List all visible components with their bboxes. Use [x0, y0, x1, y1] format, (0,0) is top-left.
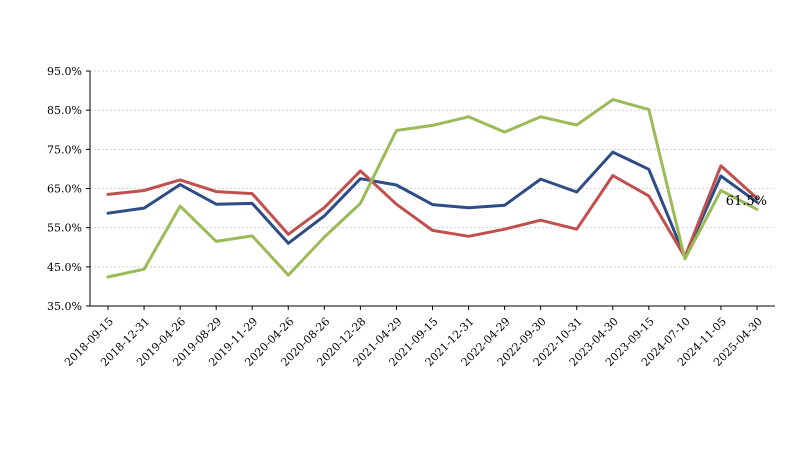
series-line-1: [106, 150, 759, 259]
y-tick-label: 55.0%: [47, 222, 82, 235]
y-tick-label: 35.0%: [47, 300, 82, 313]
series-lines: [106, 98, 759, 279]
y-tick-label: 85.0%: [47, 104, 82, 117]
axes: [86, 70, 775, 310]
y-tick-label: 95.0%: [47, 65, 82, 78]
y-tick-label: 65.0%: [47, 183, 82, 196]
y-axis-tick-labels: 35.0% 45.0% 55.0% 65.0% 75.0% 85.0% 95.0%: [47, 65, 82, 313]
data-labels: 61.5%: [726, 194, 767, 209]
data-label: 61.5%: [726, 194, 767, 209]
series-line-3: [106, 98, 759, 279]
x-axis-tick-labels: 2018-09-152018-12-312019-04-262019-08-29…: [62, 315, 765, 369]
series-line-2: [106, 164, 759, 259]
y-tick-label: 75.0%: [47, 143, 82, 156]
y-tick-label: 45.0%: [47, 261, 82, 274]
